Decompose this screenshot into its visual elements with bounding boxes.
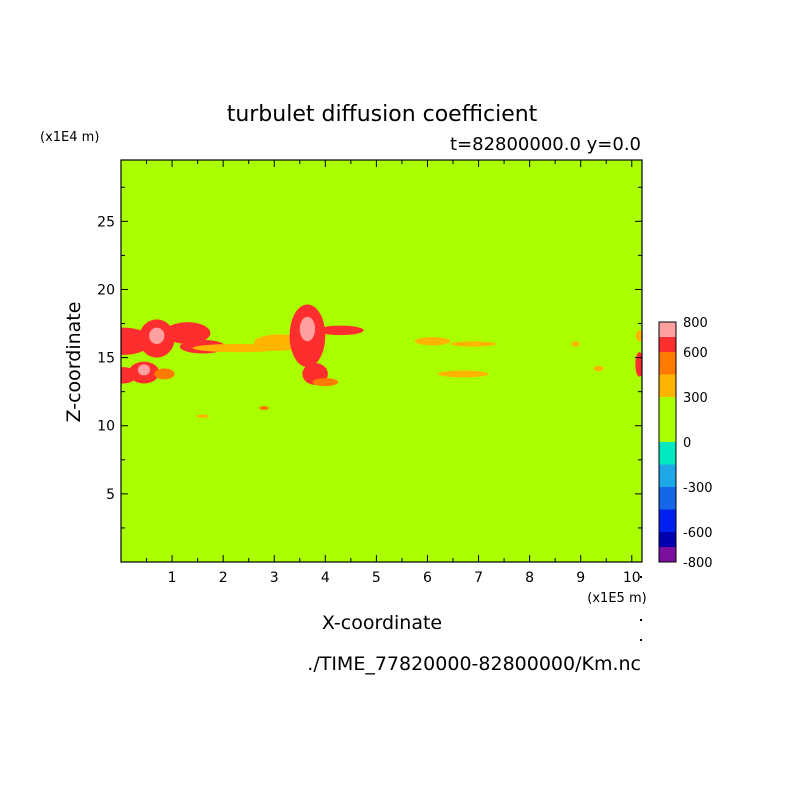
heatmap-region — [593, 365, 604, 372]
colorbar-swatch — [659, 442, 676, 465]
colorbar-label: 600 — [683, 346, 708, 361]
y-tick-label: 10 — [97, 419, 115, 435]
heatmap-region — [137, 364, 151, 376]
colorbar-label: -600 — [683, 526, 713, 541]
colorbar-swatch — [659, 487, 676, 510]
colorbar-frame — [658, 321, 677, 563]
colorbar-swatch — [659, 419, 676, 442]
colorbar-swatch — [659, 509, 676, 532]
x-tick-label: 6 — [423, 570, 432, 586]
y-tick-label: 15 — [97, 351, 115, 367]
colorbar-label: 300 — [683, 391, 708, 406]
axis-marker-dots — [640, 576, 642, 641]
chart-subtitle: t=82800000.0 y=0.0 — [450, 134, 641, 155]
heatmap-region — [414, 337, 451, 346]
y-tick-label: 20 — [97, 282, 115, 298]
colorbar-swatch — [659, 322, 676, 337]
x-tick-label: 4 — [321, 570, 330, 586]
x-tick-label: 2 — [219, 570, 228, 586]
plot-area — [120, 159, 643, 563]
x-axis-label: X-coordinate — [322, 612, 442, 634]
x-tick-label: 1 — [168, 570, 177, 586]
x-tick-label: 10 — [623, 570, 641, 586]
colorbar-label: -300 — [683, 481, 713, 496]
source-file-label: ./TIME_77820000-82800000/Km.nc — [307, 653, 641, 675]
x-unit-label: (x1E5 m) — [587, 591, 646, 606]
x-tick-label: 5 — [372, 570, 381, 586]
marker-dot — [640, 639, 642, 641]
x-tick-label: 3 — [270, 570, 279, 586]
y-tick-label: 5 — [106, 487, 115, 503]
heatmap-region — [635, 352, 642, 377]
colorbar-label: 800 — [683, 316, 708, 331]
heatmap-region — [450, 341, 497, 347]
colorbar-swatch — [659, 374, 676, 397]
y-unit-label: (x1E4 m) — [40, 130, 99, 145]
heatmap-region — [571, 341, 580, 347]
colorbar — [658, 321, 677, 563]
colorbar-swatch — [659, 464, 676, 487]
colorbar-labels: 800 600 300 0 -300 -600 -800 — [683, 316, 713, 571]
marker-dot — [640, 619, 642, 621]
colorbar-swatch — [659, 547, 676, 562]
colorbar-swatch — [659, 532, 676, 547]
heatmap-region — [164, 322, 211, 344]
colorbar-swatch — [659, 352, 676, 375]
x-tick-label: 8 — [525, 570, 534, 586]
heatmap-region — [154, 368, 175, 380]
y-tick-label: 25 — [97, 214, 115, 230]
heatmap-region — [258, 405, 270, 411]
heatmap-region — [635, 330, 642, 342]
colorbar-swatch — [659, 337, 676, 352]
y-axis-label: Z-coordinate — [63, 302, 85, 423]
colorbar-swatch — [659, 397, 676, 420]
plot-frame — [120, 159, 643, 563]
heatmap-regions — [121, 304, 642, 418]
heatmap-region — [299, 316, 316, 342]
marker-dot — [640, 576, 642, 578]
colorbar-label: -800 — [683, 556, 713, 571]
heatmap-region — [196, 414, 209, 418]
heatmap-background — [121, 160, 642, 562]
x-tick-label: 7 — [474, 570, 483, 586]
y-axis-ticks: 5 10 15 20 25 — [97, 186, 642, 529]
heatmap-region — [312, 378, 339, 387]
heatmap-region — [149, 327, 165, 344]
heatmap-region — [437, 370, 489, 378]
x-tick-label: 9 — [576, 570, 585, 586]
heatmap-region — [317, 325, 364, 336]
x-axis-ticks: 1 2 3 4 5 6 7 8 9 10 — [146, 160, 641, 586]
colorbar-label: 0 — [683, 436, 691, 451]
chart-title: turbulet diffusion coefficient — [227, 102, 538, 127]
